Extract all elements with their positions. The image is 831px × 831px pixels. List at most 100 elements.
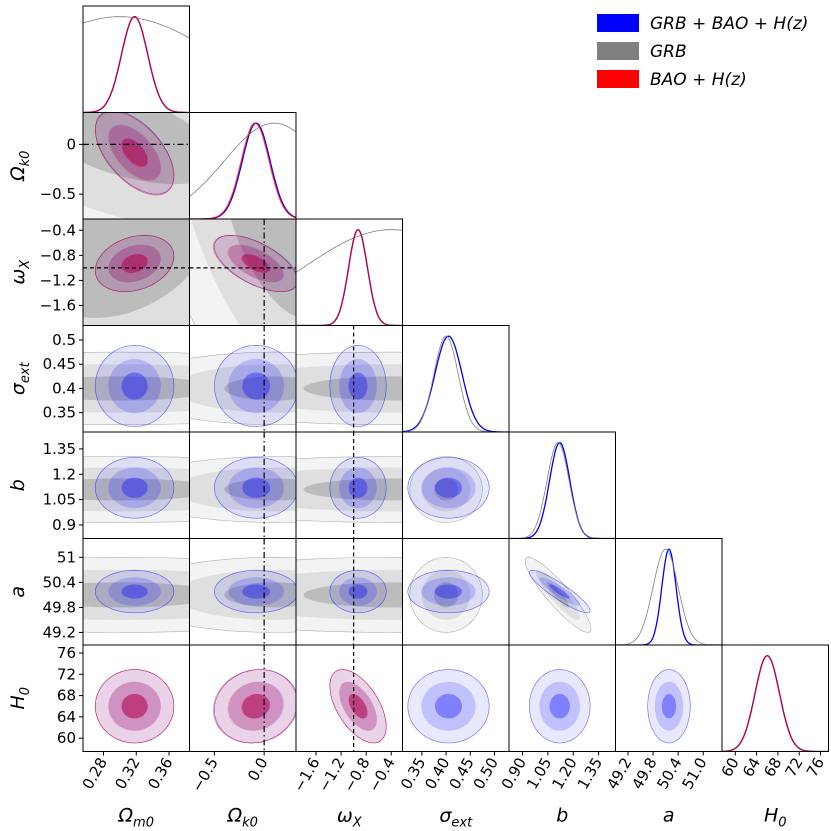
contour-sig-wx-series-1-1sigma xyxy=(303,376,403,401)
ytick-label-b: 1.2 xyxy=(52,465,76,483)
contour-wx-Ok-series-2-2sigma xyxy=(227,244,284,283)
contour-Ok-Om-series-0-1sigma xyxy=(121,138,148,167)
contour-b-sig-series-1-2sigma xyxy=(421,467,471,512)
contour-H0-wx-series-2-1sigma xyxy=(348,694,368,719)
panel-frame xyxy=(615,538,723,646)
contour-H0-a-series-0-2sigma xyxy=(654,681,684,731)
ylabel-b: b xyxy=(7,479,29,491)
marginal-b-series-0 xyxy=(509,442,616,539)
panel-content xyxy=(189,122,296,219)
marginal-sig-series-0 xyxy=(402,335,509,432)
xlabel-Om: Ωm0 xyxy=(118,805,154,831)
xtick-label-sig: 0.35 xyxy=(397,755,429,793)
panel-content xyxy=(94,669,175,744)
contour-b-wx-series-0-1sigma xyxy=(348,477,368,498)
contour-b-Om-series-1-3sigma xyxy=(83,456,190,523)
panel-H0-b xyxy=(508,644,616,752)
panel-Ok-Ok xyxy=(189,112,297,220)
panel-content xyxy=(189,219,296,326)
contour-b-Ok-series-0-2sigma xyxy=(228,467,285,509)
contour-a-sig-series-1-1sigma xyxy=(434,582,459,608)
panel-content xyxy=(528,669,591,744)
panel-sig-Om xyxy=(82,325,190,433)
legend-label-1: GRB xyxy=(650,42,687,62)
contour-wx-Om-series-1-1sigma xyxy=(83,219,190,318)
panel-Ok-Om xyxy=(82,112,190,220)
panel-content xyxy=(329,645,387,752)
panel-content xyxy=(296,432,403,539)
ytick-label-wx: −0.8 xyxy=(40,246,76,264)
contour-b-Om-series-1-2sigma xyxy=(83,467,190,512)
contour-sig-Ok-series-1-1sigma xyxy=(224,376,296,401)
contour-H0-sig-series-0-2sigma xyxy=(421,681,476,731)
xtick-label-Om: 0.28 xyxy=(79,755,111,793)
xtick-label-Om: 0.32 xyxy=(111,755,143,793)
contour-a-Ok-series-0-3sigma xyxy=(214,569,296,614)
contour-sig-Om-series-1-2sigma xyxy=(83,364,190,413)
contour-H0-Ok-series-2-1sigma xyxy=(241,694,270,719)
contour-b-wx-series-1-3sigma xyxy=(296,456,403,523)
marginal-wx-series-1 xyxy=(296,229,403,273)
panel-content xyxy=(296,538,403,645)
xlabel-wx: ωX xyxy=(337,805,363,831)
contour-a-wx-series-0-2sigma xyxy=(339,577,377,606)
contour-a-sig-series-1-2sigma xyxy=(421,569,471,620)
ytick-label-sig: 0.35 xyxy=(43,404,76,422)
contour-sig-Ok-series-0-3sigma xyxy=(214,344,296,428)
ylabel-sig: σext xyxy=(7,361,33,395)
contour-b-Om-series-0-3sigma xyxy=(94,457,175,519)
xtick-label-Ok: −0.5 xyxy=(188,755,222,796)
ytick-label-wx: −1.6 xyxy=(40,296,76,314)
xtick-label-Om: 0.36 xyxy=(144,755,176,793)
ytick-label-sig: 0.45 xyxy=(43,355,76,373)
xtick-label-a: 50.4 xyxy=(653,755,685,793)
marginal-wx-series-0 xyxy=(296,228,403,326)
contour-sig-wx-series-0-2sigma xyxy=(339,358,377,414)
contour-b-wx-series-0-2sigma xyxy=(339,467,377,509)
contour-sig-wx-series-0-1sigma xyxy=(348,372,368,400)
panel-content xyxy=(402,335,509,432)
panel-H0-Om xyxy=(82,644,190,752)
contour-H0-wx-series-2-3sigma xyxy=(329,669,387,744)
ylabel-H0: H0 xyxy=(7,687,33,710)
panel-frame xyxy=(295,218,403,326)
xtick-label-wx: −0.4 xyxy=(365,755,399,796)
contour-wx-Om-series-0-2sigma xyxy=(108,244,161,283)
panel-a-wx xyxy=(295,538,403,646)
contour-b-wx-series-1-2sigma xyxy=(296,467,403,512)
panel-content xyxy=(407,556,490,633)
panel-wx-wx xyxy=(295,218,403,326)
contour-a-b-series-1-3sigma xyxy=(524,556,592,633)
contour-b-wx-series-1-1sigma xyxy=(303,478,403,501)
contour-H0-Om-series-2-3sigma xyxy=(94,669,175,744)
panel-content xyxy=(407,456,490,523)
panel-b-Om xyxy=(82,431,190,539)
panel-Om-Om xyxy=(82,5,190,113)
panel-content xyxy=(189,538,296,645)
contour-sig-Ok-series-1-2sigma xyxy=(189,364,296,413)
contour-a-Ok-series-1-1sigma xyxy=(224,582,296,608)
contour-a-Ok-series-0-1sigma xyxy=(242,584,271,599)
ticks-layer: 0−0.5−0.4−0.8−1.2−1.60.50.450.40.351.351… xyxy=(40,135,828,795)
contour-a-sig-series-0-3sigma xyxy=(407,569,490,614)
panel-a-sig xyxy=(402,538,510,646)
panel-H0-Ok xyxy=(189,644,297,752)
contour-a-Ok-series-1-2sigma xyxy=(189,569,296,620)
panel-content xyxy=(189,325,296,432)
ytick-label-b: 1.05 xyxy=(43,491,76,509)
contour-a-sig-series-0-1sigma xyxy=(434,584,462,599)
panel-content xyxy=(722,654,829,752)
xlabel-b: b xyxy=(556,805,568,827)
panel-frame xyxy=(508,431,616,539)
ytick-label-a: 50.4 xyxy=(43,573,76,591)
ytick-label-a: 49.8 xyxy=(43,598,76,616)
contour-H0-b-series-0-1sigma xyxy=(549,694,570,719)
contour-H0-sig-series-0-1sigma xyxy=(434,694,462,719)
contour-a-Om-series-0-3sigma xyxy=(94,569,175,614)
contour-wx-Ok-series-1-3sigma xyxy=(189,219,296,326)
contour-b-Om-series-0-1sigma xyxy=(121,477,148,498)
ylabel-Ok: Ωk0 xyxy=(7,151,33,182)
panel-content xyxy=(296,228,403,326)
panel-content xyxy=(296,325,403,432)
panel-content xyxy=(647,669,691,744)
